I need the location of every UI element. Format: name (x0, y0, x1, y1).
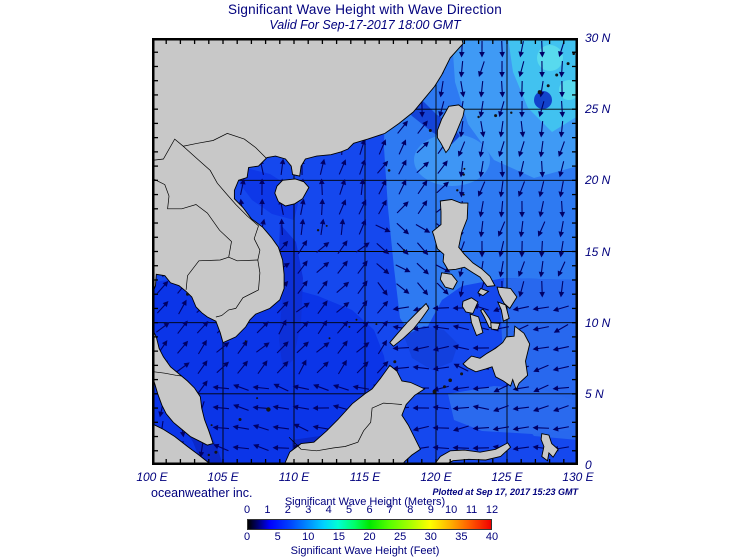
land-leyte (496, 301, 510, 322)
meters-tick: 7 (386, 504, 393, 516)
land-mindoro (439, 272, 458, 290)
land-negros (469, 313, 484, 337)
meters-tick: 5 (346, 504, 353, 516)
feet-tick: 5 (274, 531, 281, 543)
legend-feet-label: Significant Wave Height (Feet) (290, 545, 440, 557)
land-borneo (283, 364, 426, 466)
cyan-spot-1 (537, 45, 563, 71)
feet-tick: 40 (485, 531, 499, 543)
lat-label: 5 N (585, 387, 604, 401)
lon-label: 105 E (207, 470, 239, 484)
meters-tick: 12 (485, 504, 499, 516)
ryukyu-lee-dark (534, 91, 552, 109)
land-hainan (274, 178, 310, 207)
meters-tick: 9 (427, 504, 434, 516)
south-scs-high (152, 274, 393, 465)
land-mainland-asia (151, 37, 464, 344)
land-bohol (490, 322, 501, 331)
land-samar (496, 286, 518, 310)
land-layer (151, 37, 559, 466)
land-taiwan (436, 104, 465, 154)
lon-label: 120 E (420, 470, 452, 484)
lon-label: 110 E (278, 470, 310, 484)
meters-tick: 8 (407, 504, 414, 516)
lat-label: 20 N (585, 173, 611, 187)
feet-tick: 20 (363, 531, 376, 543)
meters-tick: 10 (445, 504, 458, 516)
land-palawan (389, 302, 430, 347)
wave-height-colorbar (247, 519, 492, 530)
celebes-light (448, 386, 573, 434)
lat-label: 10 N (585, 316, 611, 330)
land-halmahera (540, 433, 559, 462)
lon-label: 130 E (562, 470, 594, 484)
sulu-inner (404, 326, 458, 370)
vietnam-coast-band (279, 224, 303, 370)
lat-label: 25 N (585, 102, 611, 116)
land-sulawesi-north (432, 442, 512, 466)
land-luzon (431, 199, 496, 287)
lat-label: 15 N (585, 245, 611, 259)
land-panay (461, 297, 479, 314)
meters-tick: 1 (264, 504, 271, 516)
feet-tick: 25 (394, 531, 407, 543)
small-islands-layer (150, 52, 575, 457)
country-borders-layer (151, 133, 402, 452)
meters-tick: 3 (305, 504, 312, 516)
lon-label: 100 E (136, 470, 168, 484)
meters-tick: 2 (284, 504, 291, 516)
branding-text: oceanweather inc. (151, 486, 253, 500)
meters-tick: 11 (465, 504, 478, 516)
valid-time-subtitle: Valid For Sep-17-2017 18:00 GMT (269, 18, 461, 32)
legend-meters-label: Significant Wave Height (Meters) (284, 496, 446, 508)
lat-label: 0 (585, 458, 592, 472)
meters-tick: 4 (325, 504, 332, 516)
lat-label: 30 N (585, 31, 611, 45)
land-mindanao (462, 325, 531, 391)
lon-label: 115 E (349, 470, 381, 484)
page-title: Significant Wave Height with Wave Direct… (228, 2, 502, 17)
feet-tick: 15 (332, 531, 345, 543)
meters-tick: 6 (366, 504, 373, 516)
feet-tick: 0 (243, 531, 251, 543)
gulf-tonkin (238, 166, 298, 220)
feet-tick: 35 (455, 531, 468, 543)
map-area (150, 37, 579, 466)
feet-tick: 30 (424, 531, 437, 543)
map-frame (152, 38, 578, 465)
luzon-strait-light (414, 134, 490, 186)
map-canvas (150, 37, 579, 466)
feet-tick: 10 (302, 531, 315, 543)
land-masbate (477, 287, 490, 297)
meters-tick: 0 (243, 504, 251, 516)
land-malay-peninsula (151, 328, 214, 446)
plotted-at-text: Plotted at Sep 17, 2017 15:23 GMT (432, 487, 578, 497)
lon-label: 125 E (491, 470, 523, 484)
